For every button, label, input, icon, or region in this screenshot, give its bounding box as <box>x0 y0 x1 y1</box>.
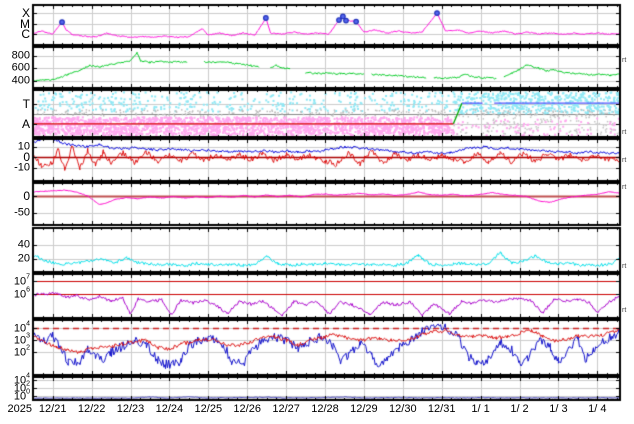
right-side-label-2: rt <box>622 157 627 164</box>
p9-ytick-10e2: 102 <box>13 380 30 395</box>
right-side-label-5: rt <box>622 307 627 314</box>
xtick-12-25: 12/25 <box>194 403 223 415</box>
p1-ytick-X: X <box>21 6 30 21</box>
p8-ytick-10e4: 104 <box>13 321 30 335</box>
p1-ytick-M: M <box>20 16 30 31</box>
p2-ytick-600: 600 <box>11 61 30 74</box>
xtick-1--2: 1/ 2 <box>510 403 529 415</box>
p3-ytick-A: A <box>21 116 30 131</box>
p2-ytick-400: 400 <box>11 74 30 87</box>
xtick-12-22: 12/22 <box>77 403 106 415</box>
p4-ytick--10: -10 <box>14 161 30 174</box>
right-side-label-4: rt <box>622 263 627 270</box>
p1-ytick-C: C <box>21 27 30 42</box>
p5-ytick-0: 0 <box>23 188 30 203</box>
xtick-12-28: 12/28 <box>311 403 339 415</box>
xtick-12-26: 12/26 <box>233 403 261 415</box>
xtick-1--1: 1/ 1 <box>471 403 490 415</box>
p7-ytick-10e6: 106 <box>13 287 30 301</box>
p9-ytick-10e4: 104 <box>13 372 30 386</box>
p8-ytick-10e2: 102 <box>13 344 30 359</box>
year-label: 2025 <box>7 403 32 415</box>
p6-ytick-40: 40 <box>17 238 30 251</box>
p9-ytick-10e0: 100 <box>13 388 30 403</box>
xtick-12-21: 12/21 <box>38 403 67 415</box>
right-side-label-0: rt <box>622 57 627 64</box>
right-side-label-1: rt <box>622 129 627 136</box>
xtick-12-24: 12/24 <box>155 403 184 415</box>
xtick-12-23: 12/23 <box>116 403 145 415</box>
right-side-label-3: rt <box>622 184 627 191</box>
xtick-1--3: 1/ 3 <box>549 403 568 415</box>
p4-ytick-0: 0 <box>23 150 30 165</box>
xtick-1--4: 1/ 4 <box>588 403 607 415</box>
xtick-12-27: 12/27 <box>272 403 300 415</box>
p3-ytick-T: T <box>22 97 30 112</box>
p7-ytick-10e7: 107 <box>13 273 30 288</box>
p2-ytick-800: 800 <box>11 49 30 61</box>
p4-ytick-10: 10 <box>17 140 30 153</box>
xtick-12-30: 12/30 <box>389 403 417 415</box>
p5-ytick--50: -50 <box>14 206 30 219</box>
xtick-12-29: 12/29 <box>350 403 378 415</box>
p6-ytick-20: 20 <box>17 252 30 265</box>
xtick-12-31: 12/31 <box>427 403 456 415</box>
p8-ytick-10e3: 103 <box>13 332 30 347</box>
